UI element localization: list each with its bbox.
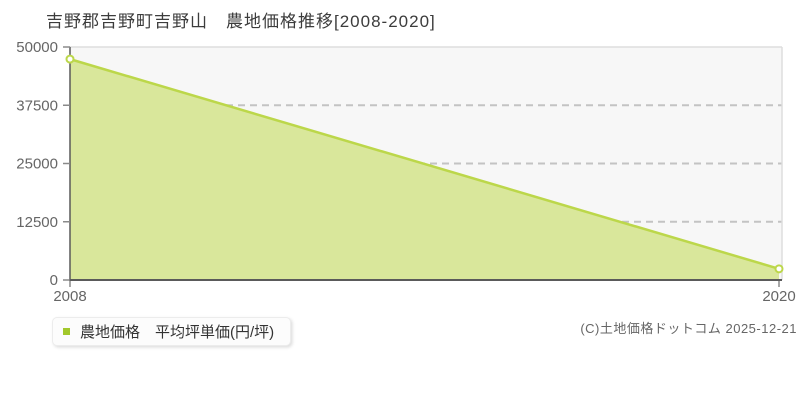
y-tick-label: 12500 (16, 214, 58, 231)
y-tick-label: 50000 (16, 39, 58, 56)
price-trend-plot: 0 12500 25000 37500 50000 2008 2020 (16, 39, 795, 305)
y-tick-label: 25000 (16, 156, 58, 173)
data-point-marker (65, 54, 75, 64)
data-point-marker (774, 264, 784, 274)
x-tick-label: 2008 (53, 288, 86, 305)
y-tick-label: 37500 (16, 97, 58, 114)
x-tick-label: 2020 (762, 288, 795, 305)
legend-swatch-icon (63, 328, 70, 335)
area-fill (70, 59, 779, 281)
legend: 農地価格 平均坪単価(円/坪) (52, 317, 292, 346)
y-tick-label: 0 (50, 272, 58, 289)
chart-title: 吉野郡吉野町吉野山 農地価格推移[2008-2020] (46, 12, 436, 31)
copyright-credit: (C)土地価格ドットコム 2025-12-21 (580, 321, 797, 336)
legend-series-label: 農地価格 平均坪単価(円/坪) (80, 324, 275, 341)
trend-line (69, 57, 780, 271)
